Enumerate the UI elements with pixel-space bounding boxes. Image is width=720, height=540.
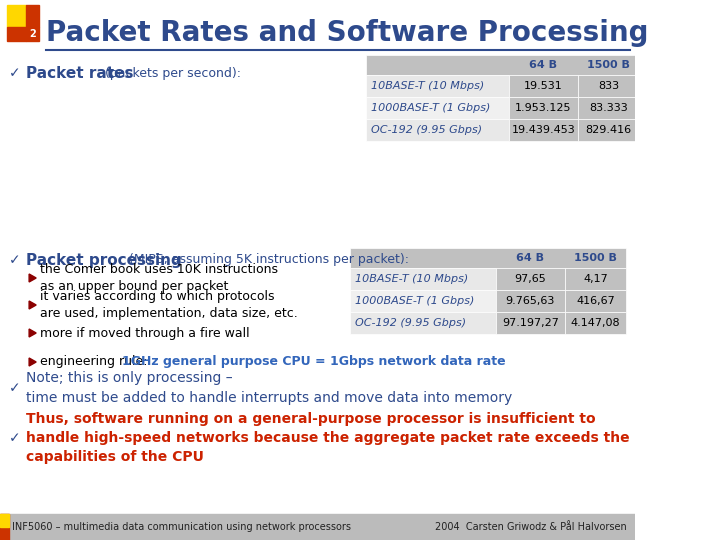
Bar [496, 312, 564, 334]
Text: 416,67: 416,67 [576, 296, 615, 306]
Text: ✓: ✓ [9, 381, 21, 395]
Text: engineering rule:: engineering rule: [40, 355, 156, 368]
Text: 64 B: 64 B [529, 60, 557, 70]
Text: 4.147,08: 4.147,08 [571, 318, 621, 328]
Bar [578, 119, 639, 141]
Text: ✓: ✓ [9, 431, 21, 445]
Bar [0, 514, 9, 540]
Polygon shape [29, 301, 36, 309]
Bar [350, 312, 496, 334]
Text: 10BASE-T (10 Mbps): 10BASE-T (10 Mbps) [371, 81, 484, 91]
Bar [496, 268, 564, 290]
Text: 833: 833 [598, 81, 619, 91]
Text: 1000BASE-T (1 Gbps): 1000BASE-T (1 Gbps) [355, 296, 474, 306]
Polygon shape [29, 274, 36, 282]
Text: 1.953.125: 1.953.125 [516, 103, 572, 113]
Text: (packets per second):: (packets per second): [101, 66, 240, 79]
Bar [7, 5, 27, 27]
Text: 10BASE-T (10 Mbps): 10BASE-T (10 Mbps) [355, 274, 468, 284]
Text: 2004  Carsten Griwodz & Pål Halvorsen: 2004 Carsten Griwodz & Pål Halvorsen [435, 522, 626, 532]
Text: OC-192 (9.95 Gbps): OC-192 (9.95 Gbps) [371, 125, 482, 135]
Text: 19.531: 19.531 [524, 81, 563, 91]
Text: 83.333: 83.333 [590, 103, 628, 113]
Bar [509, 119, 578, 141]
Bar [27, 5, 39, 27]
Text: Note; this is only processing –
time must be added to handle interrupts and move: Note; this is only processing – time mus… [26, 372, 512, 405]
Bar [509, 75, 578, 97]
Text: 4,17: 4,17 [583, 274, 608, 284]
Bar [564, 312, 626, 334]
Bar [350, 268, 496, 290]
Text: Packet rates: Packet rates [26, 65, 133, 80]
Text: ✓: ✓ [9, 253, 21, 267]
Bar [7, 27, 27, 41]
Text: Packet Rates and Software Processing: Packet Rates and Software Processing [46, 19, 649, 47]
Text: 19.439.453: 19.439.453 [512, 125, 575, 135]
Bar [496, 290, 564, 312]
Bar [366, 97, 509, 119]
Text: OC-192 (9.95 Gbps): OC-192 (9.95 Gbps) [355, 318, 466, 328]
Text: (MIPS, assuming 5K instructions per packet):: (MIPS, assuming 5K instructions per pack… [125, 253, 409, 267]
Bar [578, 97, 639, 119]
Bar [27, 27, 39, 41]
Text: 97,65: 97,65 [514, 274, 546, 284]
Bar [578, 75, 639, 97]
Bar [564, 290, 626, 312]
Bar [0, 514, 635, 540]
Polygon shape [29, 358, 36, 366]
Bar [509, 97, 578, 119]
Text: 1GHz general purpose CPU = 1Gbps network data rate: 1GHz general purpose CPU = 1Gbps network… [122, 355, 505, 368]
Text: INF5060 – multimedia data communication using network processors: INF5060 – multimedia data communication … [12, 522, 351, 532]
Text: 97.197,27: 97.197,27 [502, 318, 559, 328]
Text: 829.416: 829.416 [585, 125, 631, 135]
Text: 2: 2 [30, 29, 36, 39]
Text: ✓: ✓ [9, 66, 21, 80]
Text: 64 B: 64 B [516, 253, 544, 263]
Text: more if moved through a fire wall: more if moved through a fire wall [40, 327, 249, 340]
Bar [350, 248, 626, 268]
Polygon shape [29, 329, 36, 337]
Bar [564, 268, 626, 290]
Text: the Comer book uses 10K instructions
as an upper bound per packet: the Comer book uses 10K instructions as … [40, 263, 278, 293]
Text: 1500 B: 1500 B [588, 60, 630, 70]
Bar [366, 75, 509, 97]
Text: it varies according to which protocols
are used, implementation, data size, etc.: it varies according to which protocols a… [40, 290, 297, 320]
Text: 1500 B: 1500 B [574, 253, 617, 263]
Bar [350, 290, 496, 312]
Bar [366, 119, 509, 141]
Text: 9.765,63: 9.765,63 [505, 296, 555, 306]
Bar [366, 55, 639, 75]
Text: Packet processing: Packet processing [26, 253, 181, 267]
Bar [0, 514, 9, 527]
Text: 1000BASE-T (1 Gbps): 1000BASE-T (1 Gbps) [371, 103, 490, 113]
Text: Thus, software running on a general-purpose processor is insufficient to
handle : Thus, software running on a general-purp… [26, 411, 629, 464]
